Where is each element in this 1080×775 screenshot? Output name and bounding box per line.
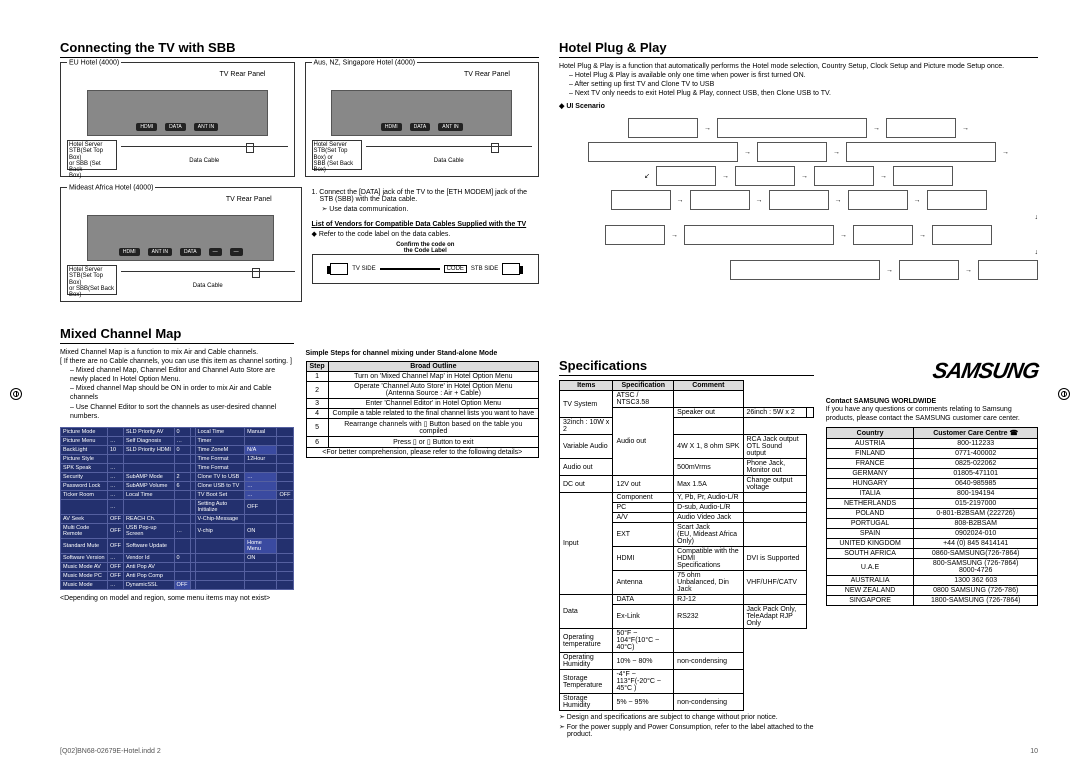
eu-cable bbox=[121, 146, 288, 158]
panel-me: Mideast Africa Hotel (4000) TV Rear Pane… bbox=[60, 187, 302, 302]
panel-eu: EU Hotel (4000) TV Rear Panel HDMI DATA AN… bbox=[60, 62, 295, 177]
vendor-note: ◆ Refer to the code label on the data ca… bbox=[320, 230, 540, 238]
cable-diagram: TV SIDE CODE STB SIDE bbox=[312, 254, 540, 284]
eu-tv: HDMI DATA ANT IN bbox=[87, 90, 268, 136]
channel-map-table: Picture ModeSLD Priority AV0Local TimeMa… bbox=[60, 427, 294, 590]
me-rear-label: TV Rear Panel bbox=[67, 196, 272, 203]
mixed-intro: Mixed Channel Map is a function to mix A… bbox=[60, 348, 294, 357]
port: ANT IN bbox=[194, 123, 218, 131]
flow-diagram: →→→ →→→ ↙→→→ →→→→ ↓ →→→ ↓ →→ bbox=[559, 114, 1038, 284]
steps-title: Simple Steps for channel mixing under St… bbox=[306, 350, 540, 357]
port: DATA bbox=[165, 123, 186, 131]
footer-left: [Q02]BN68-02679E-Hotel.indd 2 bbox=[60, 748, 161, 755]
port: — bbox=[209, 248, 222, 256]
spec-table: ItemsSpecificationCommentTV SystemATSC /… bbox=[559, 380, 814, 711]
confirm-label: Confirm the code on the Code Label bbox=[312, 242, 540, 254]
panel-aus-title: Aus, NZ, Singapore Hotel (4000) bbox=[312, 60, 418, 67]
contact-title: Contact SAMSUNG WORLDWIDE bbox=[826, 398, 1038, 405]
hotel-intro: Hotel Plug & Play is a function that aut… bbox=[559, 62, 1038, 71]
panel-aus: Aus, NZ, Singapore Hotel (4000) TV Rear … bbox=[305, 62, 540, 177]
mixed-n1: Mixed channel Map, Channel Editor and Ch… bbox=[70, 366, 294, 384]
heading-spec: Specifications bbox=[559, 358, 814, 376]
aus-cable bbox=[366, 146, 533, 158]
crop-mark-left bbox=[10, 388, 22, 400]
mixed-sub: [ If there are no Cable channels, you ca… bbox=[60, 357, 294, 366]
port: DATA bbox=[180, 248, 201, 256]
me-tv: HDMI ANT IN DATA — — bbox=[87, 215, 274, 261]
connect-note-1: 1. Connect the [DATA] jack of the TV to … bbox=[320, 189, 540, 203]
port: ANT IN bbox=[148, 248, 172, 256]
panel-eu-title: EU Hotel (4000) bbox=[67, 60, 121, 67]
eu-server: Hotel Server STB(Set Top Box) or SBB (Se… bbox=[67, 140, 117, 170]
crop-mark-right bbox=[1058, 388, 1070, 400]
spec-n1: ➣ Design and specifications are subject … bbox=[567, 713, 814, 721]
port: HDMI bbox=[381, 123, 402, 131]
me-cable bbox=[121, 271, 295, 283]
vendor-title: List of Vendors for Compatible Data Cabl… bbox=[312, 221, 540, 228]
footer-right: 10 bbox=[1030, 748, 1038, 755]
heading-mixed: Mixed Channel Map bbox=[60, 326, 294, 344]
panel-me-title: Mideast Africa Hotel (4000) bbox=[67, 185, 155, 192]
port: HDMI bbox=[119, 248, 140, 256]
aus-rear-label: TV Rear Panel bbox=[312, 71, 510, 78]
hotel-b1: Hotel Plug & Play is available only one … bbox=[569, 71, 1038, 80]
port: ANT IN bbox=[438, 123, 462, 131]
eu-rear-label: TV Rear Panel bbox=[67, 71, 265, 78]
mixed-n2: Mixed channel Map should be ON in order … bbox=[70, 384, 294, 402]
samsung-logo: SAMSUNG bbox=[826, 358, 1038, 384]
port: HDMI bbox=[136, 123, 157, 131]
heading-hotel: Hotel Plug & Play bbox=[559, 40, 1038, 58]
connect-note-1b: ➣ Use data communication. bbox=[330, 205, 540, 213]
steps-table: StepBroad Outline1Turn on 'Mixed Channel… bbox=[306, 361, 540, 458]
aus-tv: HDMI DATA ANT IN bbox=[331, 90, 512, 136]
contact-table: CountryCustomer Care Centre ☎AUSTRIA800-… bbox=[826, 427, 1038, 606]
mixed-n3: Use Channel Editor to sort the channels … bbox=[70, 403, 294, 421]
heading-connecting: Connecting the TV with SBB bbox=[60, 40, 539, 58]
spec-n2: ➣ For the power supply and Power Consump… bbox=[567, 723, 814, 738]
ui-scenario: ◆ UI Scenario bbox=[559, 102, 1038, 110]
hotel-b3: Next TV only needs to exit Hotel Plug & … bbox=[569, 89, 1038, 98]
stbside-label: STB SIDE bbox=[471, 266, 498, 272]
tvside-label: TV SIDE bbox=[352, 266, 375, 272]
aus-cable-label: Data Cable bbox=[366, 158, 533, 164]
mixed-foot: <Depending on model and region, some men… bbox=[60, 594, 294, 603]
hotel-b2: After setting up first TV and Clone TV t… bbox=[569, 80, 1038, 89]
aus-server: Hotel Server STB(Set Top Box) or SBB (Se… bbox=[312, 140, 362, 170]
port: DATA bbox=[410, 123, 431, 131]
eu-cable-label: Data Cable bbox=[121, 158, 288, 164]
port: — bbox=[230, 248, 243, 256]
me-cable-label: Data Cable bbox=[121, 283, 295, 289]
contact-intro: If you have any questions or comments re… bbox=[826, 405, 1038, 423]
code-label: CODE bbox=[444, 265, 467, 273]
me-server: Hotel Server STB(Set Top Box) or SBB(Set… bbox=[67, 265, 117, 295]
